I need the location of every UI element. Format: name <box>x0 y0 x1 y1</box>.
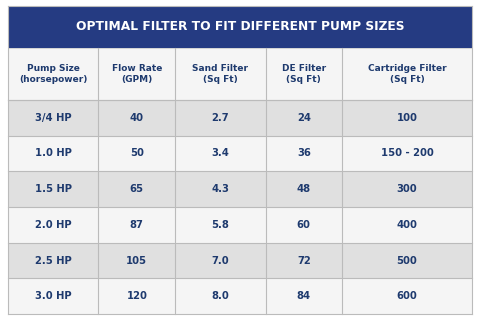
Bar <box>8 100 472 136</box>
Text: 2.7: 2.7 <box>212 113 229 123</box>
Text: 72: 72 <box>297 255 311 266</box>
Text: 8.0: 8.0 <box>211 291 229 301</box>
Bar <box>8 243 472 278</box>
Text: OPTIMAL FILTER TO FIT DIFFERENT PUMP SIZES: OPTIMAL FILTER TO FIT DIFFERENT PUMP SIZ… <box>76 20 404 34</box>
Text: 2.5 HP: 2.5 HP <box>35 255 72 266</box>
Bar <box>8 207 472 243</box>
Text: 3.4: 3.4 <box>211 148 229 158</box>
Text: Flow Rate
(GPM): Flow Rate (GPM) <box>111 64 162 84</box>
Text: 105: 105 <box>126 255 147 266</box>
Text: 2.0 HP: 2.0 HP <box>35 220 72 230</box>
Text: 300: 300 <box>397 184 417 194</box>
Text: Pump Size
(horsepower): Pump Size (horsepower) <box>19 64 87 84</box>
Text: Cartridge Filter
(Sq Ft): Cartridge Filter (Sq Ft) <box>368 64 446 84</box>
Text: 87: 87 <box>130 220 144 230</box>
Text: 3.0 HP: 3.0 HP <box>35 291 72 301</box>
Bar <box>8 136 472 171</box>
Text: 100: 100 <box>396 113 418 123</box>
Bar <box>8 6 472 48</box>
Text: 48: 48 <box>297 184 311 194</box>
Text: 600: 600 <box>396 291 418 301</box>
Text: 50: 50 <box>130 148 144 158</box>
Text: 150 - 200: 150 - 200 <box>381 148 433 158</box>
Text: 120: 120 <box>126 291 147 301</box>
Text: 84: 84 <box>297 291 311 301</box>
Text: 36: 36 <box>297 148 311 158</box>
Text: Sand Filter
(Sq Ft): Sand Filter (Sq Ft) <box>192 64 248 84</box>
Text: 40: 40 <box>130 113 144 123</box>
Text: DE Filter
(Sq Ft): DE Filter (Sq Ft) <box>282 64 326 84</box>
Text: 3/4 HP: 3/4 HP <box>35 113 72 123</box>
Text: 65: 65 <box>130 184 144 194</box>
Bar <box>8 278 472 314</box>
Text: 5.8: 5.8 <box>211 220 229 230</box>
Text: 1.0 HP: 1.0 HP <box>35 148 72 158</box>
Text: 7.0: 7.0 <box>212 255 229 266</box>
Text: 4.3: 4.3 <box>211 184 229 194</box>
Text: 60: 60 <box>297 220 311 230</box>
Bar <box>8 48 472 100</box>
Text: 1.5 HP: 1.5 HP <box>35 184 72 194</box>
Text: 500: 500 <box>396 255 418 266</box>
Text: 400: 400 <box>396 220 418 230</box>
Bar <box>8 171 472 207</box>
Text: 24: 24 <box>297 113 311 123</box>
